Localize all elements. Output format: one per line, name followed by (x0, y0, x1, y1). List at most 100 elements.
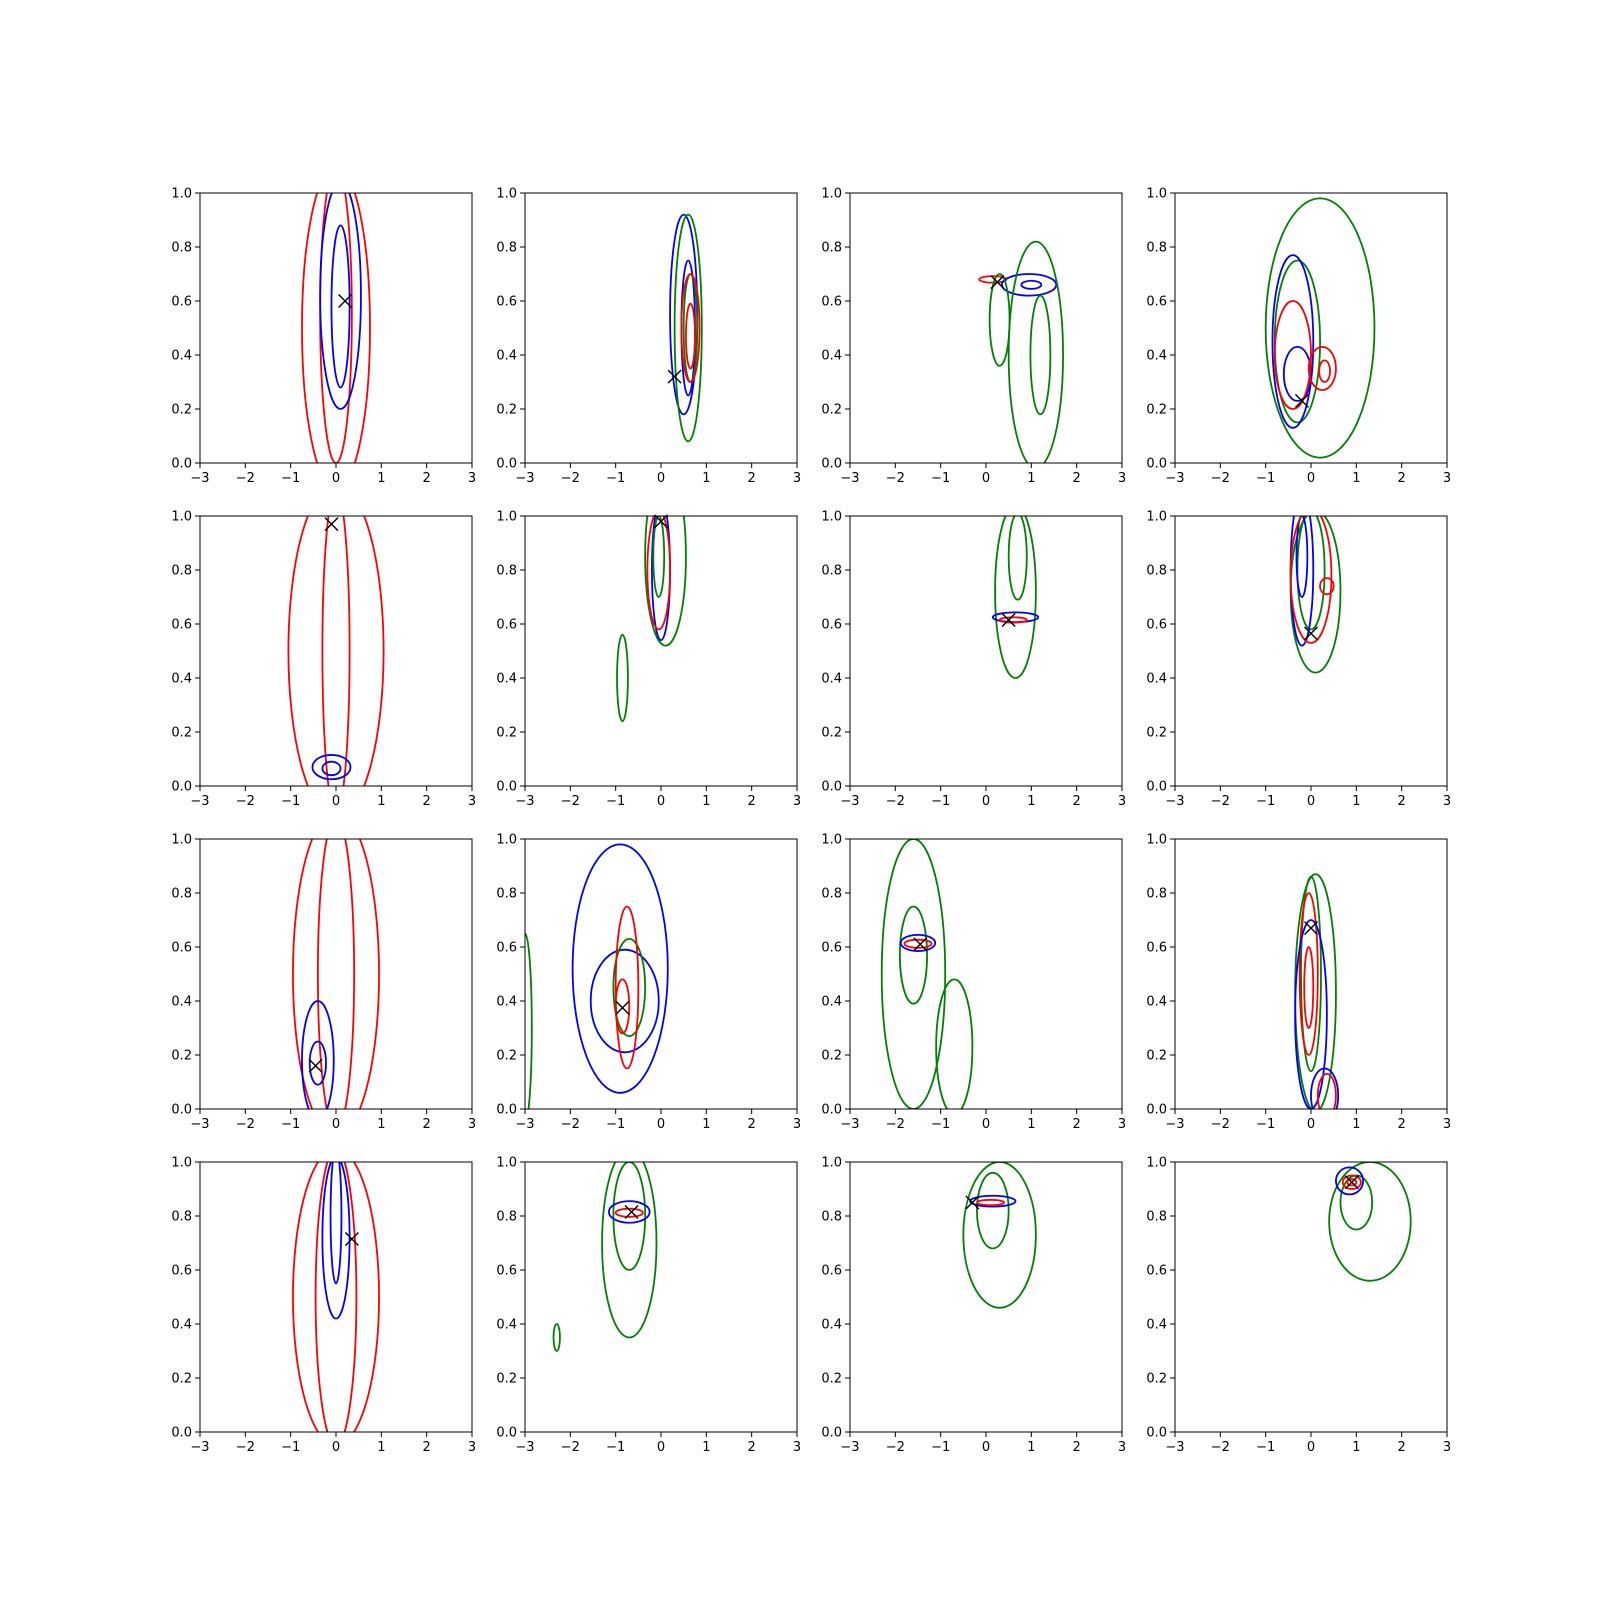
red-contour (1318, 359, 1331, 383)
y-tick-label: 0.4 (1146, 995, 1167, 1010)
red-contour (292, 839, 380, 1109)
x-tick-label: −1 (606, 1117, 625, 1132)
x-tick-label: 3 (1443, 1440, 1451, 1455)
x-tick-label: 0 (332, 471, 340, 486)
red-contour (903, 938, 933, 949)
x-tick-label: 1 (1352, 1440, 1360, 1455)
blue-contour (1294, 919, 1328, 1109)
x-tick-label: −2 (886, 471, 905, 486)
x-marker (654, 514, 668, 529)
x-tick-label: −1 (1256, 1440, 1275, 1455)
y-tick-label: 1.0 (1146, 833, 1167, 848)
blue-contour (1020, 279, 1043, 290)
y-tick-label: 0.6 (821, 1264, 842, 1279)
y-tick-label: 0.4 (171, 995, 192, 1010)
y-tick-label: 1.0 (821, 510, 842, 525)
x-tick-label: 1 (702, 471, 710, 486)
axes-frame (524, 515, 798, 787)
y-tick-label: 0.4 (496, 672, 517, 687)
red-contour (680, 273, 701, 383)
subplot-3-2: −3 −2 −1 0 1 2 3 0.0 0.2 0.4 0.6 0.8 1.0 (496, 833, 801, 1133)
red-contour (1273, 300, 1312, 410)
x-tick-label: −2 (1211, 471, 1230, 486)
y-tick-label: 0.4 (171, 349, 192, 364)
x-tick-label: 1 (377, 1117, 385, 1132)
red-contour (316, 839, 356, 1109)
red-contour (1307, 345, 1337, 391)
y-tick-label: 0.0 (171, 1426, 192, 1441)
green-contour (601, 1162, 658, 1339)
y-tick-label: 0.4 (1146, 672, 1167, 687)
axes-frame (849, 515, 1123, 787)
contour-layer (292, 1162, 380, 1432)
x-tick-label: 3 (793, 794, 801, 809)
y-tick-label: 1.0 (1146, 187, 1167, 202)
x-tick-label: −2 (561, 471, 580, 486)
x-tick-label: −1 (931, 1117, 950, 1132)
subplot-4-3: −3 −2 −1 0 1 2 3 0.0 0.2 0.4 0.6 0.8 1.0 (821, 1156, 1126, 1456)
x-tick-label: −1 (281, 1440, 300, 1455)
x-marker (615, 1000, 630, 1015)
x-tick-label: 3 (793, 471, 801, 486)
contour-layer (1289, 516, 1342, 674)
axes-frame (849, 1161, 1123, 1433)
y-tick-label: 0.8 (496, 564, 517, 579)
subplot-1-4: −3 −2 −1 0 1 2 3 0.0 0.2 0.4 0.6 0.8 1.0 (1146, 187, 1451, 487)
blue-contour (311, 754, 352, 781)
y-tick-label: 0.2 (821, 1372, 842, 1387)
x-marker (1344, 1175, 1359, 1190)
axes-frame (199, 1161, 473, 1433)
x-tick-label: −1 (606, 1440, 625, 1455)
axes-frame (524, 192, 798, 464)
x-tick-label: 0 (657, 794, 665, 809)
green-contour (673, 213, 703, 443)
y-tick-label: 0.6 (821, 618, 842, 633)
x-tick-label: 2 (748, 1440, 756, 1455)
x-tick-label: 2 (748, 1117, 756, 1132)
axes-frame (1174, 515, 1448, 787)
green-contour (935, 978, 974, 1109)
y-tick-label: 0.0 (821, 1426, 842, 1441)
x-tick-label: 2 (1398, 794, 1406, 809)
y-tick-label: 1.0 (171, 833, 192, 848)
y-tick-label: 0.0 (821, 780, 842, 795)
red-contour (319, 193, 353, 463)
x-tick-label: 2 (748, 471, 756, 486)
x-tick-label: −1 (281, 471, 300, 486)
y-tick-label: 0.8 (821, 241, 842, 256)
subplot-4-1: −3 −2 −1 0 1 2 3 0.0 0.2 0.4 0.6 0.8 1.0 (171, 1156, 476, 1456)
x-tick-label: 3 (793, 1117, 801, 1132)
y-tick-label: 0.6 (1146, 618, 1167, 633)
x-tick-label: 3 (468, 794, 476, 809)
blue-contour (1000, 273, 1058, 297)
x-tick-label: −2 (886, 1117, 905, 1132)
x-tick-label: −2 (886, 1440, 905, 1455)
green-contour (1029, 294, 1052, 416)
y-tick-label: 0.6 (171, 618, 192, 633)
red-contour (976, 1198, 1006, 1207)
subplot-1-1: −3 −2 −1 0 1 2 3 0.0 0.2 0.4 0.6 0.8 1.0 (171, 187, 476, 487)
x-tick-label: −3 (190, 471, 209, 486)
x-tick-label: −2 (236, 1440, 255, 1455)
x-tick-label: 0 (982, 1117, 990, 1132)
axes-frame (1174, 192, 1448, 464)
y-tick-label: 0.8 (1146, 241, 1167, 256)
subplot-1-2: −3 −2 −1 0 1 2 3 0.0 0.2 0.4 0.6 0.8 1.0 (496, 187, 801, 487)
y-tick-label: 0.2 (496, 403, 517, 418)
red-contour (301, 193, 371, 463)
y-tick-label: 0.0 (821, 457, 842, 472)
y-tick-label: 0.4 (171, 1318, 192, 1333)
y-tick-label: 1.0 (496, 510, 517, 525)
y-tick-label: 0.8 (171, 564, 192, 579)
x-tick-label: 1 (1027, 794, 1035, 809)
axes-frame (1174, 838, 1448, 1110)
x-tick-label: −1 (1256, 471, 1275, 486)
blue-contour (321, 760, 342, 777)
y-tick-label: 0.4 (496, 349, 517, 364)
x-tick-label: 3 (1443, 794, 1451, 809)
x-tick-label: −3 (515, 1117, 534, 1132)
x-tick-label: −1 (606, 471, 625, 486)
x-tick-label: −3 (840, 471, 859, 486)
y-tick-label: 0.4 (1146, 349, 1167, 364)
y-tick-label: 0.0 (1146, 1426, 1167, 1441)
